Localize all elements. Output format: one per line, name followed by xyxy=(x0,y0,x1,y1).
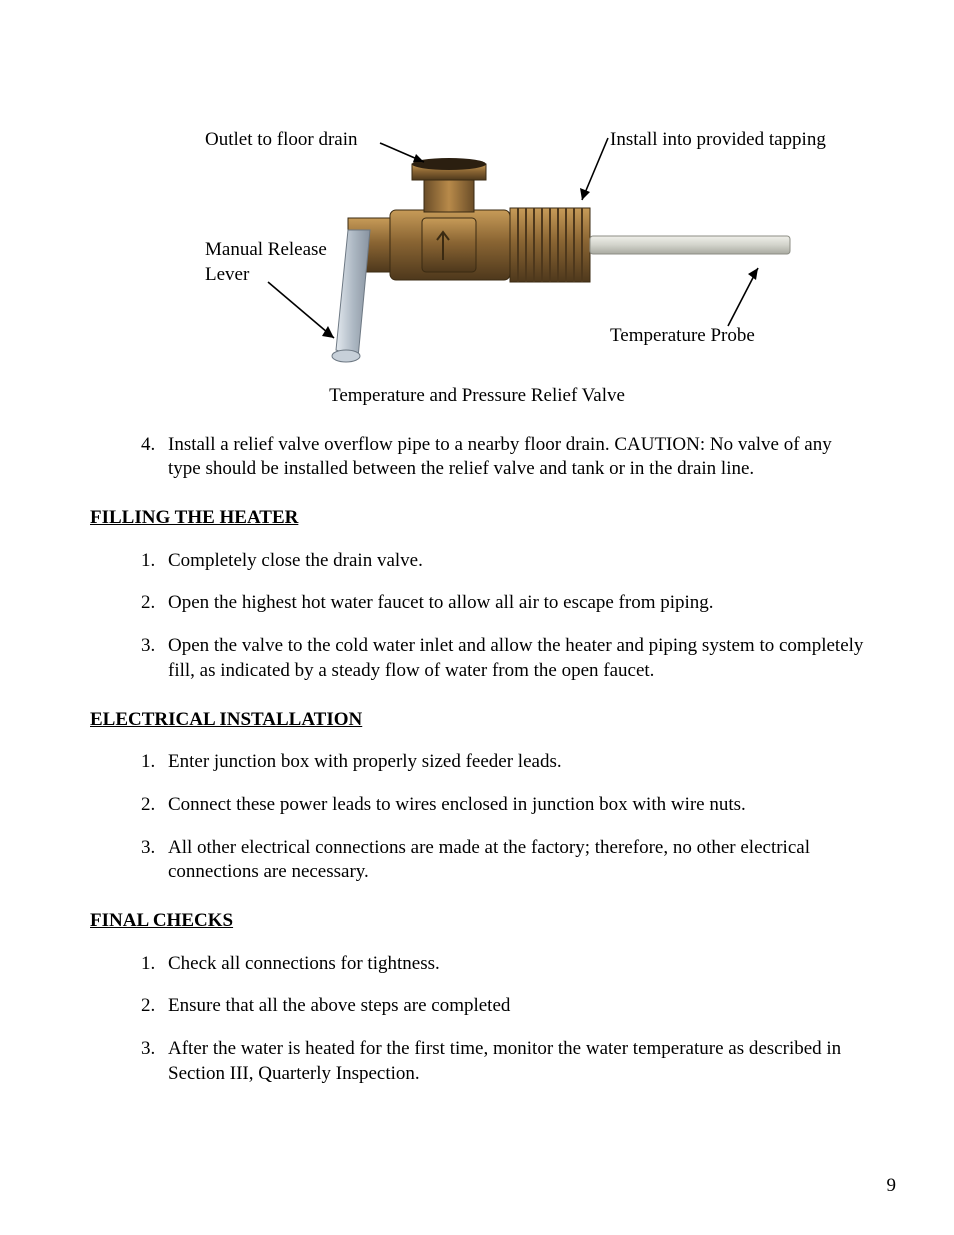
list-item: After the water is heated for the first … xyxy=(160,1037,864,1086)
label-temp-probe: Temperature Probe xyxy=(610,324,755,349)
list-item: Open the highest hot water faucet to all… xyxy=(160,591,864,616)
list-item: All other electrical connections are mad… xyxy=(160,836,864,885)
list-item: Completely close the drain valve. xyxy=(160,549,864,574)
page-number: 9 xyxy=(887,1174,897,1199)
heading-filling: FILLING THE HEATER xyxy=(90,506,864,531)
figure-valve: Outlet to floor drain Install into provi… xyxy=(90,80,864,380)
figure-caption: Temperature and Pressure Relief Valve xyxy=(90,384,864,409)
list-item: Enter junction box with properly sized f… xyxy=(160,750,864,775)
list-item: Check all connections for tightness. xyxy=(160,952,864,977)
continued-step-list: Install a relief valve overflow pipe to … xyxy=(90,433,864,482)
list-item: Ensure that all the above steps are comp… xyxy=(160,994,864,1019)
steps-electrical: Enter junction box with properly sized f… xyxy=(90,750,864,885)
steps-filling: Completely close the drain valve. Open t… xyxy=(90,549,864,684)
page: Outlet to floor drain Install into provi… xyxy=(0,0,954,1235)
heading-final-checks: FINAL CHECKS xyxy=(90,909,864,934)
list-item: Connect these power leads to wires enclo… xyxy=(160,793,864,818)
step-4: Install a relief valve overflow pipe to … xyxy=(160,433,864,482)
steps-final-checks: Check all connections for tightness. Ens… xyxy=(90,952,864,1087)
heading-electrical: ELECTRICAL INSTALLATION xyxy=(90,708,864,733)
label-install: Install into provided tapping xyxy=(610,128,826,153)
label-manual-release: Manual Release Lever xyxy=(205,238,345,287)
list-item: Open the valve to the cold water inlet a… xyxy=(160,634,864,683)
label-outlet: Outlet to floor drain xyxy=(205,128,358,153)
